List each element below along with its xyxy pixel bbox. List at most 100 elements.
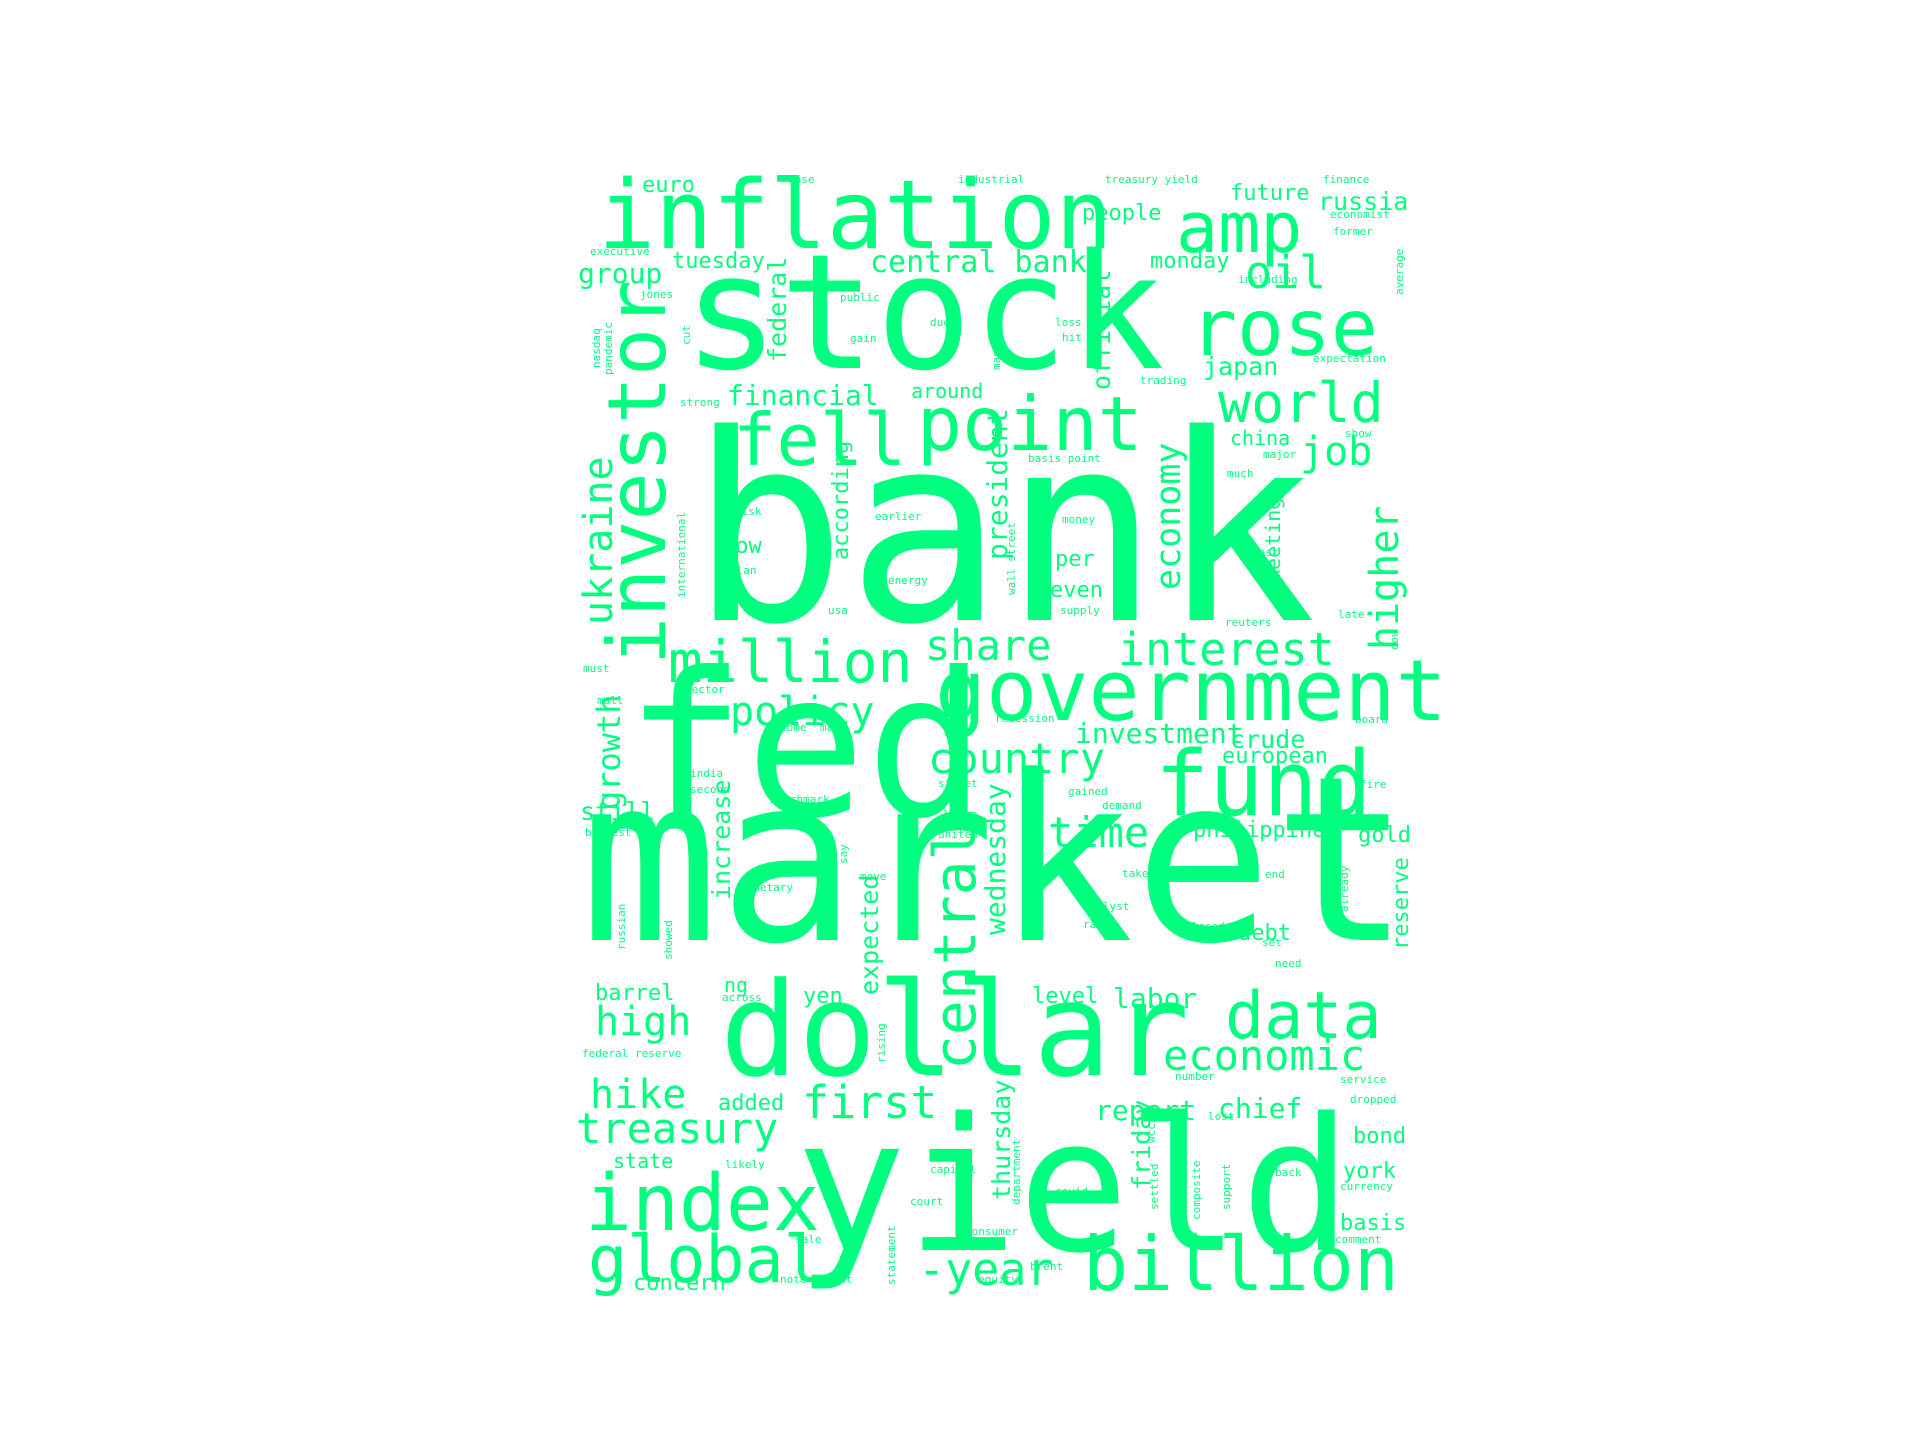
cloud-word: added xyxy=(718,1091,784,1116)
cloud-word: street xyxy=(938,777,978,790)
cloud-word: end xyxy=(1265,868,1285,881)
cloud-word: economy xyxy=(1149,442,1189,590)
cloud-word: consumer xyxy=(965,1225,1018,1238)
cloud-word: per xyxy=(1055,547,1095,572)
cloud-word: raise xyxy=(1083,918,1116,931)
cloud-word: finance xyxy=(1323,173,1369,186)
cloud-word: fund xyxy=(1155,732,1372,837)
cloud-word: demand xyxy=(1102,799,1142,812)
cloud-word: rising xyxy=(875,1023,888,1063)
cloud-word: gold xyxy=(1358,823,1411,848)
cloud-word: major xyxy=(1263,448,1296,461)
cloud-word: high xyxy=(595,999,691,1045)
cloud-word: court xyxy=(910,1195,943,1208)
cloud-word: expected xyxy=(855,875,884,995)
cloud-word: india xyxy=(690,767,723,780)
cloud-word: york xyxy=(1343,1159,1396,1184)
cloud-word: barrel xyxy=(595,981,674,1006)
cloud-word: statement xyxy=(885,1225,898,1285)
cloud-word: next xyxy=(826,1273,853,1286)
cloud-word: set xyxy=(1262,936,1282,949)
cloud-word: many xyxy=(820,721,847,734)
cloud-word: low xyxy=(722,534,762,559)
cloud-word: international xyxy=(675,512,688,598)
cloud-word: second xyxy=(690,783,730,796)
cloud-word: oil xyxy=(1245,246,1326,299)
cloud-word: thursday xyxy=(987,1080,1016,1200)
cloud-word: country xyxy=(928,734,1105,783)
cloud-word: around xyxy=(911,379,983,403)
cloud-word: pandemic xyxy=(602,322,615,375)
cloud-word: covid- xyxy=(1055,1185,1095,1198)
cloud-word: support xyxy=(1220,1164,1233,1210)
cloud-word: level xyxy=(1032,984,1098,1009)
cloud-word: analyst xyxy=(1083,900,1129,913)
cloud-word: -year xyxy=(918,1243,1053,1296)
cloud-word: growth xyxy=(590,694,628,810)
cloud-word: bond xyxy=(1353,1124,1406,1149)
cloud-word: concern xyxy=(633,1271,726,1296)
cloud-word: friday xyxy=(1127,1100,1156,1190)
cloud-word: crude xyxy=(1230,725,1305,754)
cloud-word: inflation xyxy=(598,161,1113,271)
cloud-word: rose xyxy=(1190,284,1378,374)
cloud-word: debt xyxy=(1238,921,1291,946)
cloud-word: official xyxy=(1087,270,1116,390)
cloud-word: composite xyxy=(1190,1160,1203,1220)
cloud-word: increase xyxy=(707,780,736,900)
cloud-word: still xyxy=(580,797,655,826)
cloud-word: executive xyxy=(590,245,650,258)
cloud-word: reserve xyxy=(1389,857,1414,950)
cloud-word: back xyxy=(1275,1166,1302,1179)
cloud-word: trading xyxy=(1140,374,1186,387)
cloud-word: gained xyxy=(1068,785,1108,798)
cloud-word: central bank xyxy=(870,245,1087,280)
cloud-word: united xyxy=(938,828,978,841)
cloud-word: people xyxy=(1082,201,1161,226)
cloud-word: take xyxy=(1122,867,1149,880)
cloud-word: treasury yield xyxy=(1105,173,1198,186)
cloud-word: energy xyxy=(888,574,928,587)
cloud-word: including xyxy=(1238,273,1298,286)
cloud-word: number xyxy=(1175,1070,1215,1083)
cloud-word: note xyxy=(780,1273,807,1286)
cloud-word: hit xyxy=(1062,331,1082,344)
cloud-word: ukraine xyxy=(576,456,622,625)
cloud-word: risk xyxy=(735,505,762,518)
cloud-word: economic xyxy=(1163,1031,1365,1080)
cloud-word: higher xyxy=(1362,506,1408,651)
cloud-word: earlier xyxy=(875,510,922,523)
cloud-word: state xyxy=(613,1149,673,1173)
cloud-word: cut xyxy=(680,325,693,345)
cloud-word: industry xyxy=(1135,1023,1148,1076)
cloud-word: amp xyxy=(1176,187,1302,269)
cloud-word: economist xyxy=(1330,208,1390,221)
cloud-word: plan xyxy=(730,564,757,577)
cloud-word: move xyxy=(860,870,887,883)
cloud-word: settled xyxy=(1148,1164,1161,1210)
cloud-word: financial xyxy=(727,379,879,412)
cloud-word: wednesday xyxy=(979,783,1012,935)
cloud-word: due xyxy=(930,316,950,329)
cloud-word: currency xyxy=(1340,1180,1393,1193)
cloud-word: investment xyxy=(1075,717,1244,750)
cloud-word: according xyxy=(829,441,854,560)
cloud-word: government xyxy=(935,642,1447,741)
cloud-word: monday xyxy=(1150,249,1229,274)
cloud-word: federal xyxy=(763,257,792,362)
cloud-word: report xyxy=(1095,1094,1196,1127)
cloud-word: chief xyxy=(1218,1092,1302,1125)
cloud-word: likely xyxy=(725,1158,765,1171)
cloud-word: investor xyxy=(591,280,684,665)
cloud-word: dow xyxy=(1388,630,1401,650)
cloud-word: lower xyxy=(943,808,976,821)
cloud-word: yen xyxy=(803,984,843,1009)
cloud-word: even xyxy=(1050,578,1103,603)
cloud-word: european xyxy=(1222,744,1328,769)
cloud-word: market xyxy=(580,728,1411,995)
cloud-word: china xyxy=(1230,426,1290,450)
cloud-word: closed xyxy=(1185,920,1225,933)
cloud-word: time xyxy=(1048,808,1149,857)
cloud-word: russian xyxy=(615,904,628,950)
cloud-word: supply xyxy=(1060,604,1100,617)
